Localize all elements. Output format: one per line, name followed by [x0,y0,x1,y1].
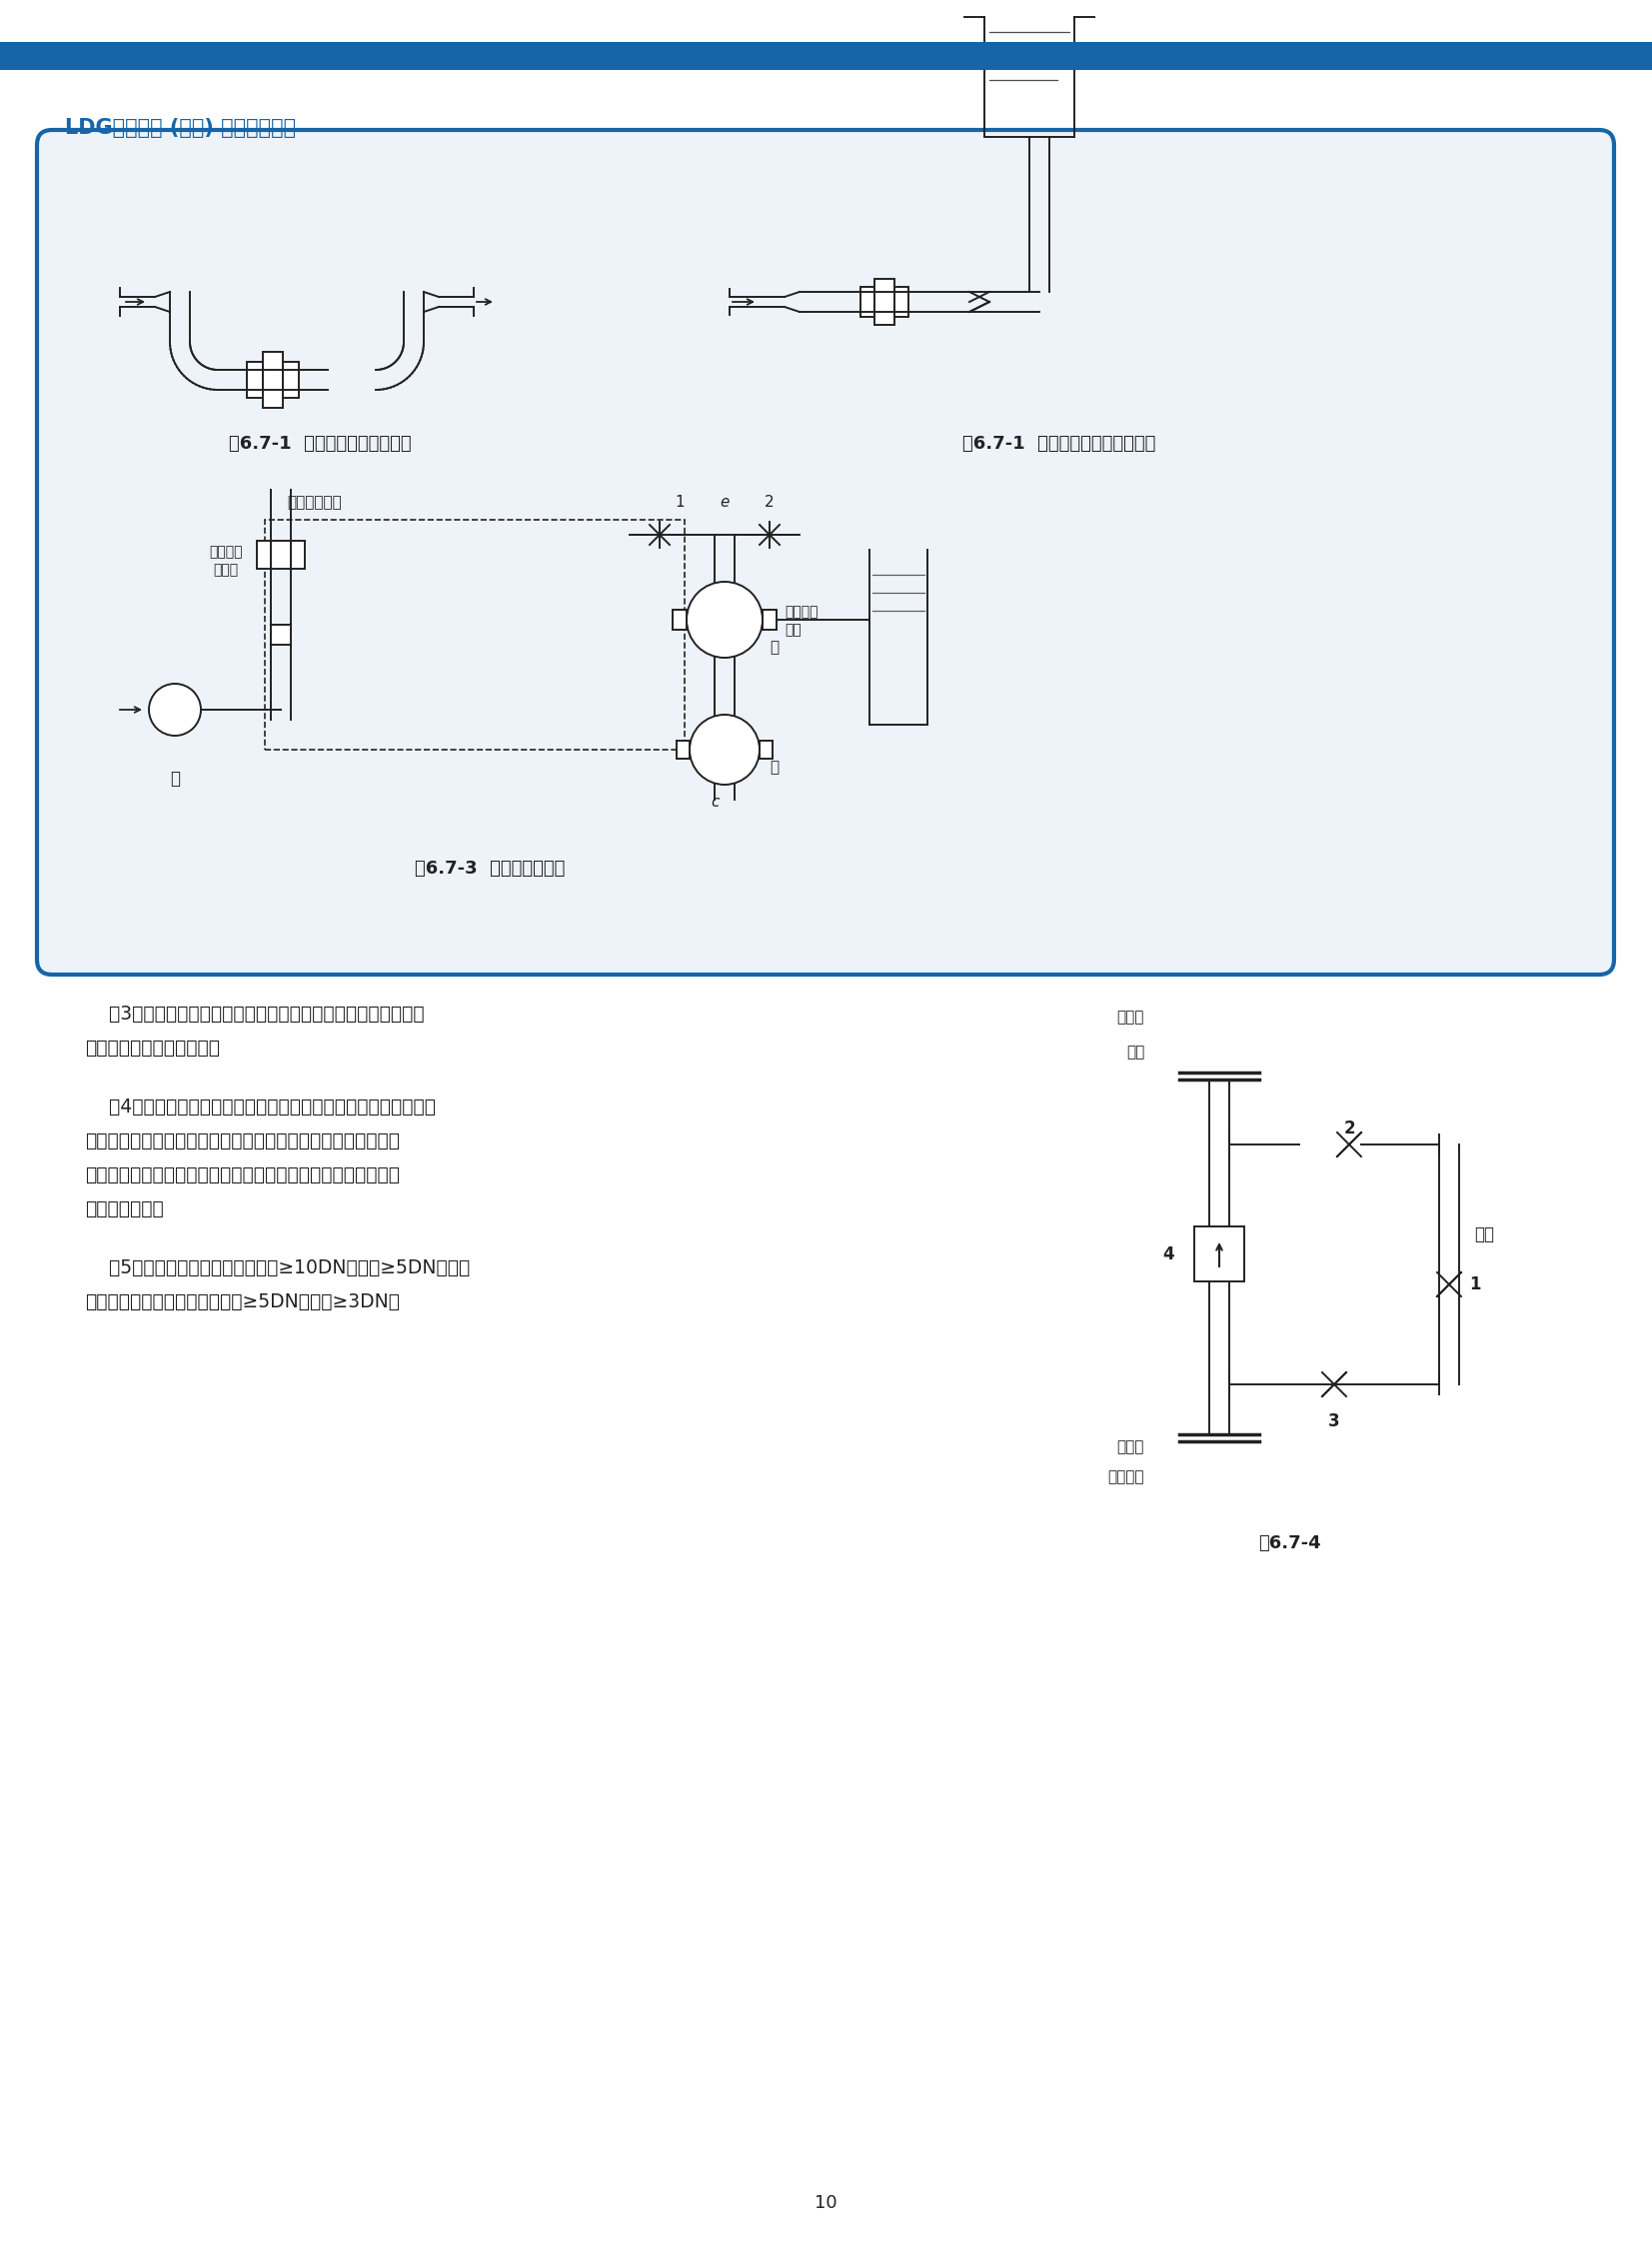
Text: 主工艺管道并联安装（旁路管）的方式，特别对有严重污染要经: 主工艺管道并联安装（旁路管）的方式，特别对有严重污染要经 [84,1166,400,1184]
Text: （3）对于液固两相流体，最好采用垂直安装，使被传感器衬里: （3）对于液固两相流体，最好采用垂直安装，使被传感器衬里 [84,1005,425,1023]
Text: LDG系列一体 (分体) 式电磁流量计: LDG系列一体 (分体) 式电磁流量计 [64,119,296,137]
Text: 液体可能
不充满: 液体可能 不充满 [210,545,243,576]
Text: 图6.7-1  传感器下游由背压的安装: 图6.7-1 传感器下游由背压的安装 [963,435,1156,453]
Text: 10: 10 [814,2194,838,2212]
Text: 3: 3 [1328,1413,1340,1431]
Text: 清除口: 清除口 [1117,1009,1145,1025]
Text: 1: 1 [1469,1276,1480,1294]
Text: 液体没有
充满: 液体没有 充满 [785,606,818,637]
Text: （4）不管是水平安装或是垂直安装，在连续生产的工艺管道上，: （4）不管是水平安装或是垂直安装，在连续生产的工艺管道上， [84,1097,436,1117]
Bar [1194,1227,1244,1281]
Text: 4: 4 [1163,1245,1175,1263]
Circle shape [689,716,760,785]
Text: c: c [710,794,719,810]
Text: 图6.7-3  传感器安装位置: 图6.7-3 传感器安装位置 [415,859,565,877]
Bar [271,541,291,570]
Bar [874,278,894,325]
Text: 常清洗的液体。: 常清洗的液体。 [84,1200,164,1218]
Text: 泵: 泵 [170,769,180,787]
Text: 场工况不允许时，最少满足前端≥5DN，后端≥3DN。: 场工况不允许时，最少满足前端≥5DN，后端≥3DN。 [84,1292,400,1312]
Text: 磨损均匀，延长使用寿命。: 磨损均匀，延长使用寿命。 [84,1039,220,1056]
Bar [291,541,306,570]
Bar [271,626,291,644]
Text: 好: 好 [770,760,778,774]
Text: 图6.7-4: 图6.7-4 [1257,1534,1320,1552]
Bar [861,287,874,316]
Text: 旁路: 旁路 [1474,1225,1493,1243]
Bar [0,43,1652,70]
FancyBboxPatch shape [36,130,1614,973]
Text: e: e [720,496,729,509]
Text: 2: 2 [1343,1119,1355,1137]
Text: 盲板: 盲板 [1127,1045,1145,1059]
Text: 为了不影响生产，便于仪表维修拆装，传感器尽可能采用与原先: 为了不影响生产，便于仪表维修拆装，传感器尽可能采用与原先 [84,1130,400,1151]
Bar [672,610,687,630]
Bar [264,520,684,749]
Text: （5）直管段长度最佳为流量计前≥10DN，后端≥5DN，当现: （5）直管段长度最佳为流量计前≥10DN，后端≥5DN，当现 [84,1258,469,1279]
Text: 1: 1 [674,496,684,509]
Bar [256,541,271,570]
Bar [894,287,909,316]
Bar [763,610,776,630]
Text: 2: 2 [765,496,775,509]
Text: 盲板或阀: 盲板或阀 [1108,1469,1145,1485]
Text: 好: 好 [770,639,778,655]
Bar [760,740,773,758]
Bar [677,740,689,758]
Text: 容易积累空气: 容易积累空气 [287,496,342,509]
Circle shape [149,684,202,736]
Bar [263,352,282,408]
Circle shape [687,581,763,657]
Text: 排水口: 排水口 [1117,1440,1145,1453]
Text: 图6.7-1  传感器低于管道的安装: 图6.7-1 传感器低于管道的安装 [228,435,411,453]
Bar [246,361,263,397]
Bar [282,361,299,397]
